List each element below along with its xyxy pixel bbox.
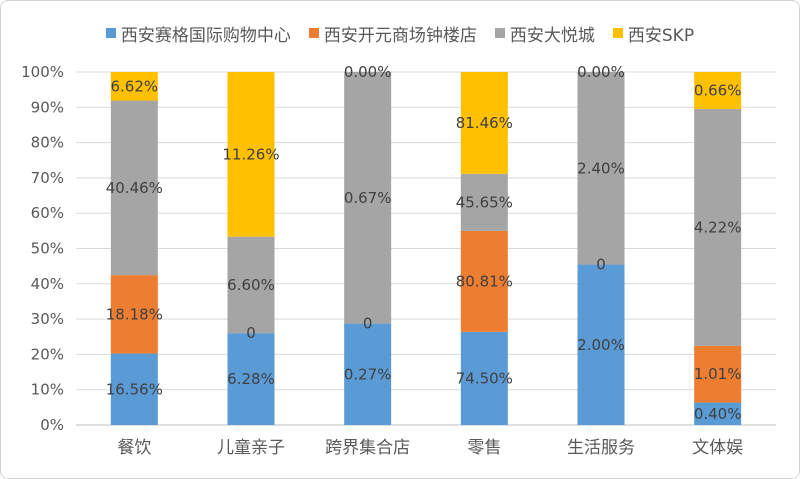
bar-segment [227, 72, 275, 237]
y-tick-label: 70% [31, 169, 64, 187]
legend-label: 西安大悦城 [509, 25, 595, 46]
legend-swatch [612, 28, 623, 38]
bar-segment [460, 230, 508, 332]
x-tick-label: 跨界集合店 [325, 438, 410, 458]
x-tick-label: 餐饮 [117, 438, 151, 458]
data-label: 16.56% [106, 380, 163, 398]
y-tick-label: 60% [31, 204, 64, 222]
bar-segment [227, 236, 275, 334]
bar-segment [460, 173, 508, 231]
y-tick-label: 90% [31, 98, 64, 116]
bar-segment [110, 72, 158, 101]
data-label: 6.60% [227, 276, 275, 294]
bar-segment [694, 109, 742, 346]
data-label: 0.00% [577, 63, 625, 81]
y-tick-label: 10% [31, 381, 64, 399]
legend-item: 西安赛格国际购物中心 [105, 21, 291, 46]
data-label: 0.00% [344, 63, 392, 81]
legend-item: 西安SKP [612, 21, 695, 46]
data-label: 0 [363, 315, 373, 333]
legend-label: 西安SKP [627, 25, 695, 46]
y-tick-label: 100% [21, 63, 64, 81]
data-label: 6.62% [111, 77, 159, 95]
bar-segment [577, 72, 625, 265]
bar-segment [110, 353, 158, 425]
data-label: 74.50% [456, 369, 513, 387]
data-label: 4.22% [694, 218, 742, 236]
legend-swatch [494, 28, 505, 38]
bar-segment [110, 275, 158, 354]
bar-segment [694, 345, 742, 403]
data-label: 0.40% [694, 405, 742, 423]
data-label: 0.27% [344, 365, 392, 383]
legend: 西安赛格国际购物中心 西安开元商场钟楼店 西安大悦城 西安SKP [1, 21, 799, 46]
bar-segment [460, 331, 508, 425]
data-label: 0 [596, 256, 606, 274]
x-axis: 餐饮 儿童亲子 跨界集合店 零售 生活服务 文体娱 [117, 438, 743, 458]
legend-item: 西安开元商场钟楼店 [308, 21, 477, 46]
data-label: 2.40% [577, 159, 625, 177]
data-label: 80.81% [456, 272, 513, 290]
bar-segment [344, 72, 392, 324]
x-tick-label: 文体娱 [692, 438, 743, 458]
x-tick-label: 生活服务 [567, 438, 635, 458]
bar-segment [227, 333, 275, 425]
legend-label: 西安赛格国际购物中心 [120, 25, 291, 46]
data-label: 11.26% [222, 145, 279, 163]
data-labels: 16.56% 18.18% 40.46% 6.62% 6.28% 0 6.60% 11.26%… [106, 63, 742, 423]
bar-segment [344, 323, 392, 425]
data-label: 18.18% [106, 305, 163, 323]
y-tick-label: 0% [40, 416, 64, 434]
bars [110, 72, 742, 425]
data-label: 0 [246, 324, 256, 342]
data-label: 40.46% [106, 179, 163, 197]
y-tick-label: 30% [31, 310, 64, 328]
legend-label: 西安开元商场钟楼店 [323, 25, 477, 46]
data-label: 81.46% [456, 114, 513, 132]
y-tick-label: 80% [31, 134, 64, 152]
bar-segment [110, 100, 158, 276]
bar-segment [694, 72, 742, 110]
data-label: 2.00% [577, 336, 625, 354]
gridlines [76, 71, 776, 426]
bar-segment [694, 402, 742, 425]
y-axis: 0% 10% 20% 30% 40% 50% 60% 70% 80% 90% 100% [21, 63, 64, 434]
y-tick-label: 20% [31, 345, 64, 363]
x-tick-label: 儿童亲子 [217, 438, 285, 458]
legend-item: 西安大悦城 [494, 21, 595, 46]
data-label: 0.67% [344, 189, 392, 207]
data-label: 0.66% [694, 82, 742, 100]
bar-segment [460, 72, 508, 174]
data-label: 45.65% [456, 193, 513, 211]
data-label: 6.28% [227, 370, 275, 388]
y-tick-label: 40% [31, 275, 64, 293]
y-tick-label: 50% [31, 240, 64, 258]
legend-swatch [105, 28, 116, 38]
bar-segment [577, 264, 625, 425]
data-label: 1.01% [694, 365, 742, 383]
legend-swatch [308, 28, 319, 38]
x-tick-label: 零售 [467, 438, 501, 458]
